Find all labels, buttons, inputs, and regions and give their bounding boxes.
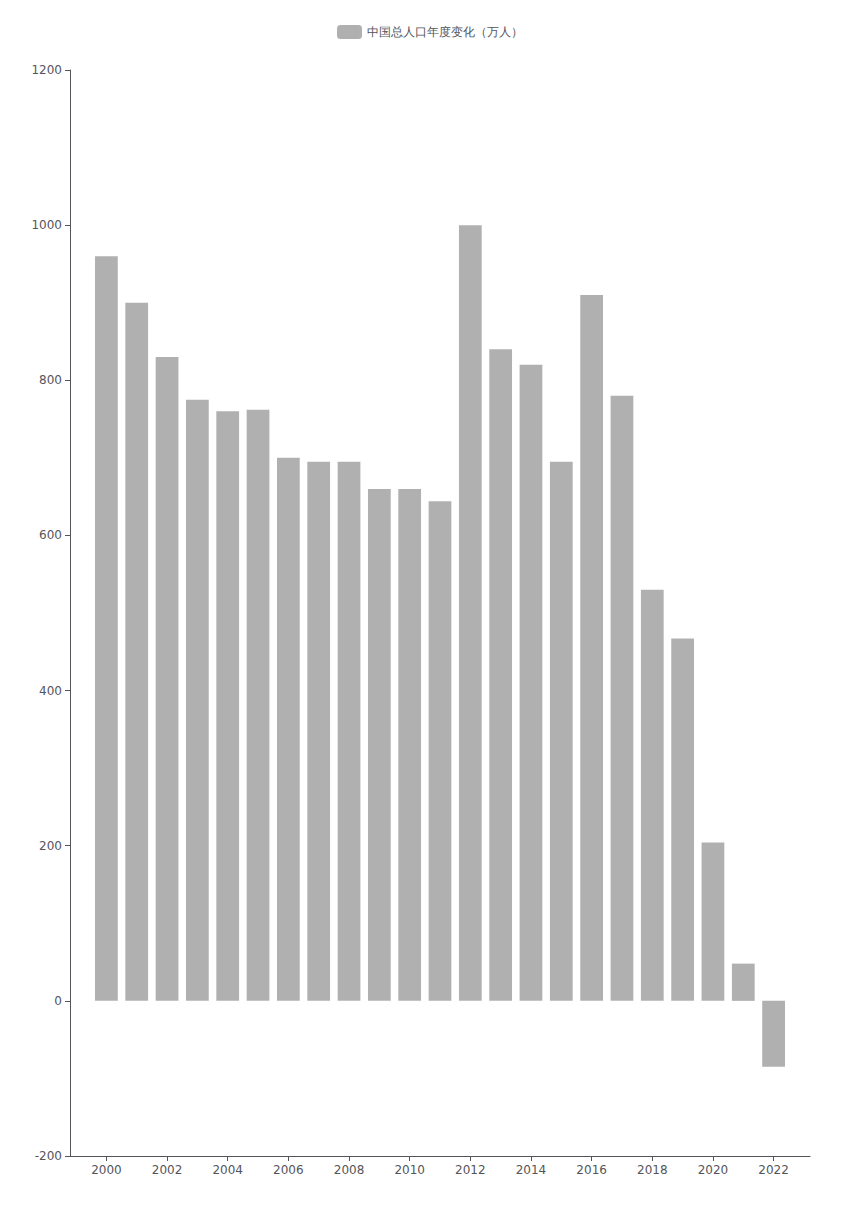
svg-text:中国总人口年度变化（万人）: 中国总人口年度变化（万人） xyxy=(367,25,523,39)
svg-text:200: 200 xyxy=(39,839,62,853)
svg-text:2000: 2000 xyxy=(91,1163,122,1177)
svg-text:2006: 2006 xyxy=(273,1163,304,1177)
svg-text:2010: 2010 xyxy=(394,1163,425,1177)
svg-text:2008: 2008 xyxy=(334,1163,365,1177)
svg-text:2016: 2016 xyxy=(576,1163,607,1177)
svg-text:2018: 2018 xyxy=(637,1163,668,1177)
svg-text:400: 400 xyxy=(39,684,62,698)
svg-text:-200: -200 xyxy=(35,1149,62,1163)
svg-text:2020: 2020 xyxy=(698,1163,729,1177)
svg-text:800: 800 xyxy=(39,373,62,387)
svg-text:2002: 2002 xyxy=(152,1163,183,1177)
svg-text:2014: 2014 xyxy=(516,1163,547,1177)
svg-text:0: 0 xyxy=(54,994,62,1008)
svg-text:1000: 1000 xyxy=(31,218,62,232)
svg-text:2004: 2004 xyxy=(212,1163,243,1177)
svg-text:2012: 2012 xyxy=(455,1163,486,1177)
svg-text:2022: 2022 xyxy=(758,1163,789,1177)
svg-text:600: 600 xyxy=(39,528,62,542)
svg-text:1200: 1200 xyxy=(31,63,62,77)
